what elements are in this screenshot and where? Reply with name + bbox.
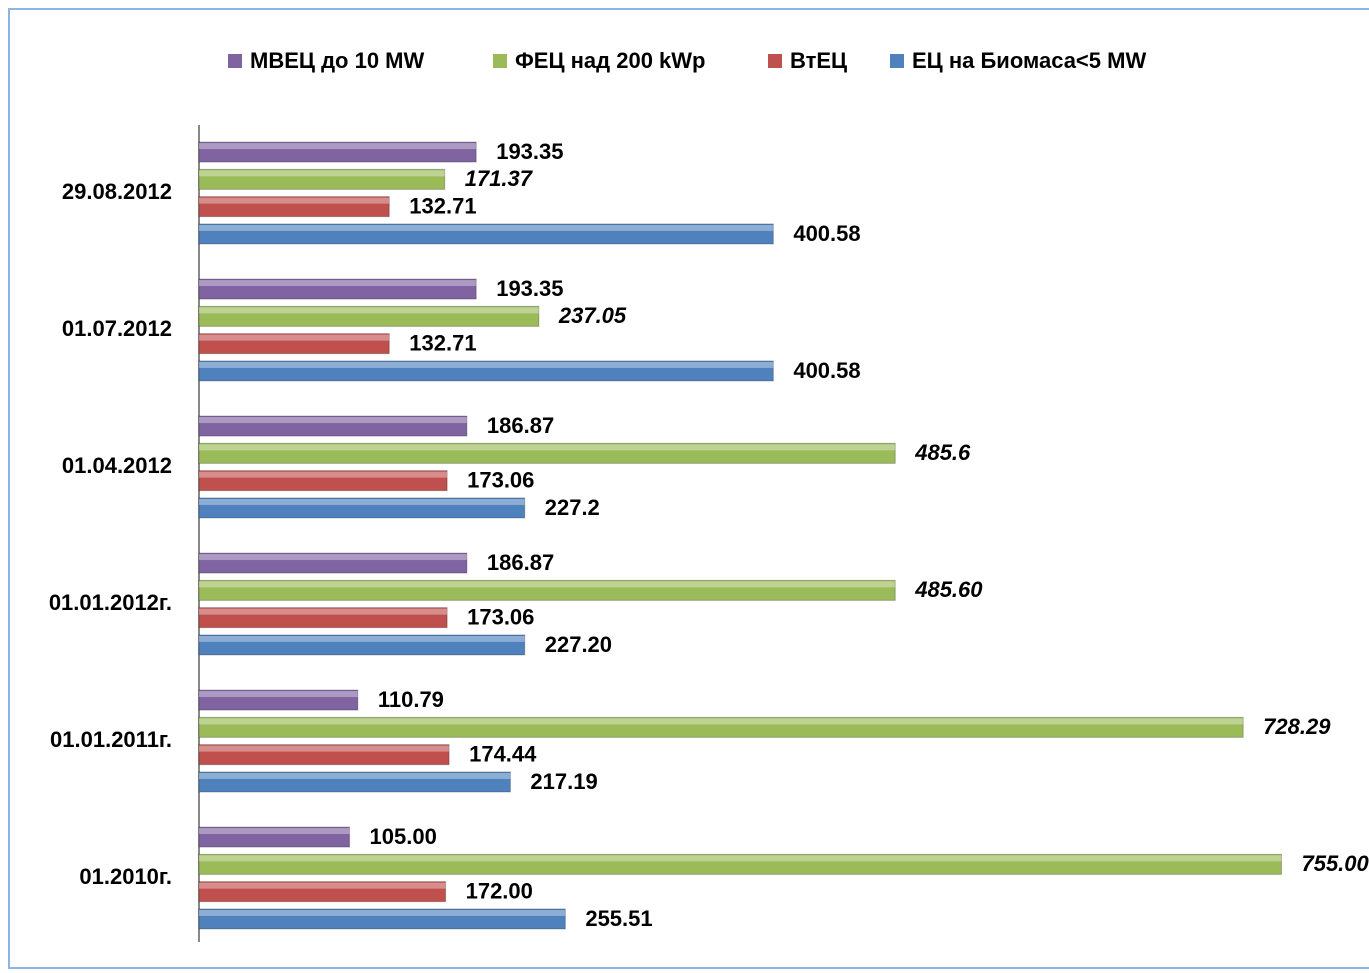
data-label: 173.06 — [467, 467, 534, 492]
bar-highlight — [199, 471, 448, 478]
data-label: 237.05 — [558, 303, 627, 328]
bar — [198, 716, 1244, 738]
data-label: 728.29 — [1263, 714, 1331, 739]
data-label: 110.79 — [378, 687, 444, 712]
bar — [198, 881, 447, 903]
data-label: 193.35 — [496, 139, 563, 164]
data-label: 400.58 — [793, 221, 860, 246]
bar-highlight — [199, 280, 477, 287]
data-label: 485.6 — [914, 440, 971, 465]
bar-highlight — [199, 635, 525, 642]
bar-highlight — [199, 170, 445, 177]
bar — [198, 442, 896, 464]
bar — [198, 333, 390, 355]
data-label: 105.00 — [370, 824, 437, 849]
bar-highlight — [199, 197, 390, 204]
data-label: 132.71 — [409, 330, 476, 355]
bar-highlight — [199, 745, 450, 752]
bar — [198, 634, 526, 656]
data-label: 174.44 — [469, 741, 537, 766]
bar-highlight — [199, 581, 896, 588]
y-tick-label: 01.01.2012г. — [49, 590, 172, 615]
legend-label: ВтЕЦ — [790, 48, 847, 73]
data-label: 132.71 — [409, 193, 476, 218]
bar-highlight — [199, 909, 566, 916]
bar — [198, 305, 540, 327]
bar — [198, 744, 450, 766]
data-label: 255.51 — [585, 906, 652, 931]
bar — [198, 908, 566, 930]
y-tick-label: 01.07.2012 — [62, 316, 172, 341]
legend-swatch — [768, 54, 782, 68]
legend-label: ЕЦ на Биомаса<5 MW — [912, 48, 1146, 73]
y-tick-label: 01.2010г. — [79, 864, 172, 889]
bar — [198, 497, 526, 519]
bar-highlight — [199, 361, 774, 368]
bar-highlight — [199, 417, 467, 424]
data-label: 217.19 — [530, 769, 597, 794]
bar — [198, 415, 468, 437]
bar-highlight — [199, 855, 1282, 862]
data-label: 755.00 — [1301, 851, 1369, 876]
data-label: 485.60 — [914, 577, 983, 602]
bar — [198, 168, 446, 190]
bar — [198, 278, 477, 300]
bar — [198, 223, 774, 245]
bar-highlight — [199, 608, 448, 615]
bar — [198, 196, 390, 218]
bar-highlight — [199, 444, 896, 451]
y-tick-label: 01.04.2012 — [62, 453, 172, 478]
data-label: 193.35 — [496, 276, 563, 301]
bar-highlight — [199, 307, 539, 314]
bar — [198, 360, 774, 382]
data-label: 173.06 — [467, 604, 534, 629]
data-label: 227.2 — [545, 495, 600, 520]
legend-swatch — [228, 54, 242, 68]
bar-highlight — [199, 718, 1244, 725]
bar-highlight — [199, 334, 390, 341]
legend-swatch — [890, 54, 904, 68]
bar-highlight — [199, 828, 350, 835]
legend-swatch — [493, 54, 507, 68]
bar-highlight — [199, 554, 467, 561]
data-label: 171.37 — [465, 166, 534, 191]
legend-label: ФЕЦ над 200 kWp — [515, 48, 706, 73]
bar-highlight — [199, 224, 774, 231]
data-label: 400.58 — [793, 358, 860, 383]
bar — [198, 141, 477, 163]
y-tick-label: 29.08.2012 — [62, 179, 172, 204]
bar — [198, 607, 448, 629]
data-label: 186.87 — [487, 550, 554, 575]
bar — [198, 689, 359, 711]
bar — [198, 579, 896, 601]
data-label: 227.20 — [545, 632, 612, 657]
y-tick-label: 01.01.2011г. — [50, 727, 172, 752]
bar — [198, 771, 511, 793]
bar — [198, 552, 468, 574]
data-label: 172.00 — [466, 878, 533, 903]
bar-highlight — [199, 882, 446, 889]
bar — [198, 853, 1282, 875]
data-label: 186.87 — [487, 413, 554, 438]
bar-highlight — [199, 143, 477, 150]
bar — [198, 470, 448, 492]
bar-highlight — [199, 772, 511, 779]
bar — [198, 826, 351, 848]
bar-highlight — [199, 691, 358, 698]
legend-label: МВЕЦ до 10 MW — [250, 48, 424, 73]
bar-highlight — [199, 498, 525, 505]
